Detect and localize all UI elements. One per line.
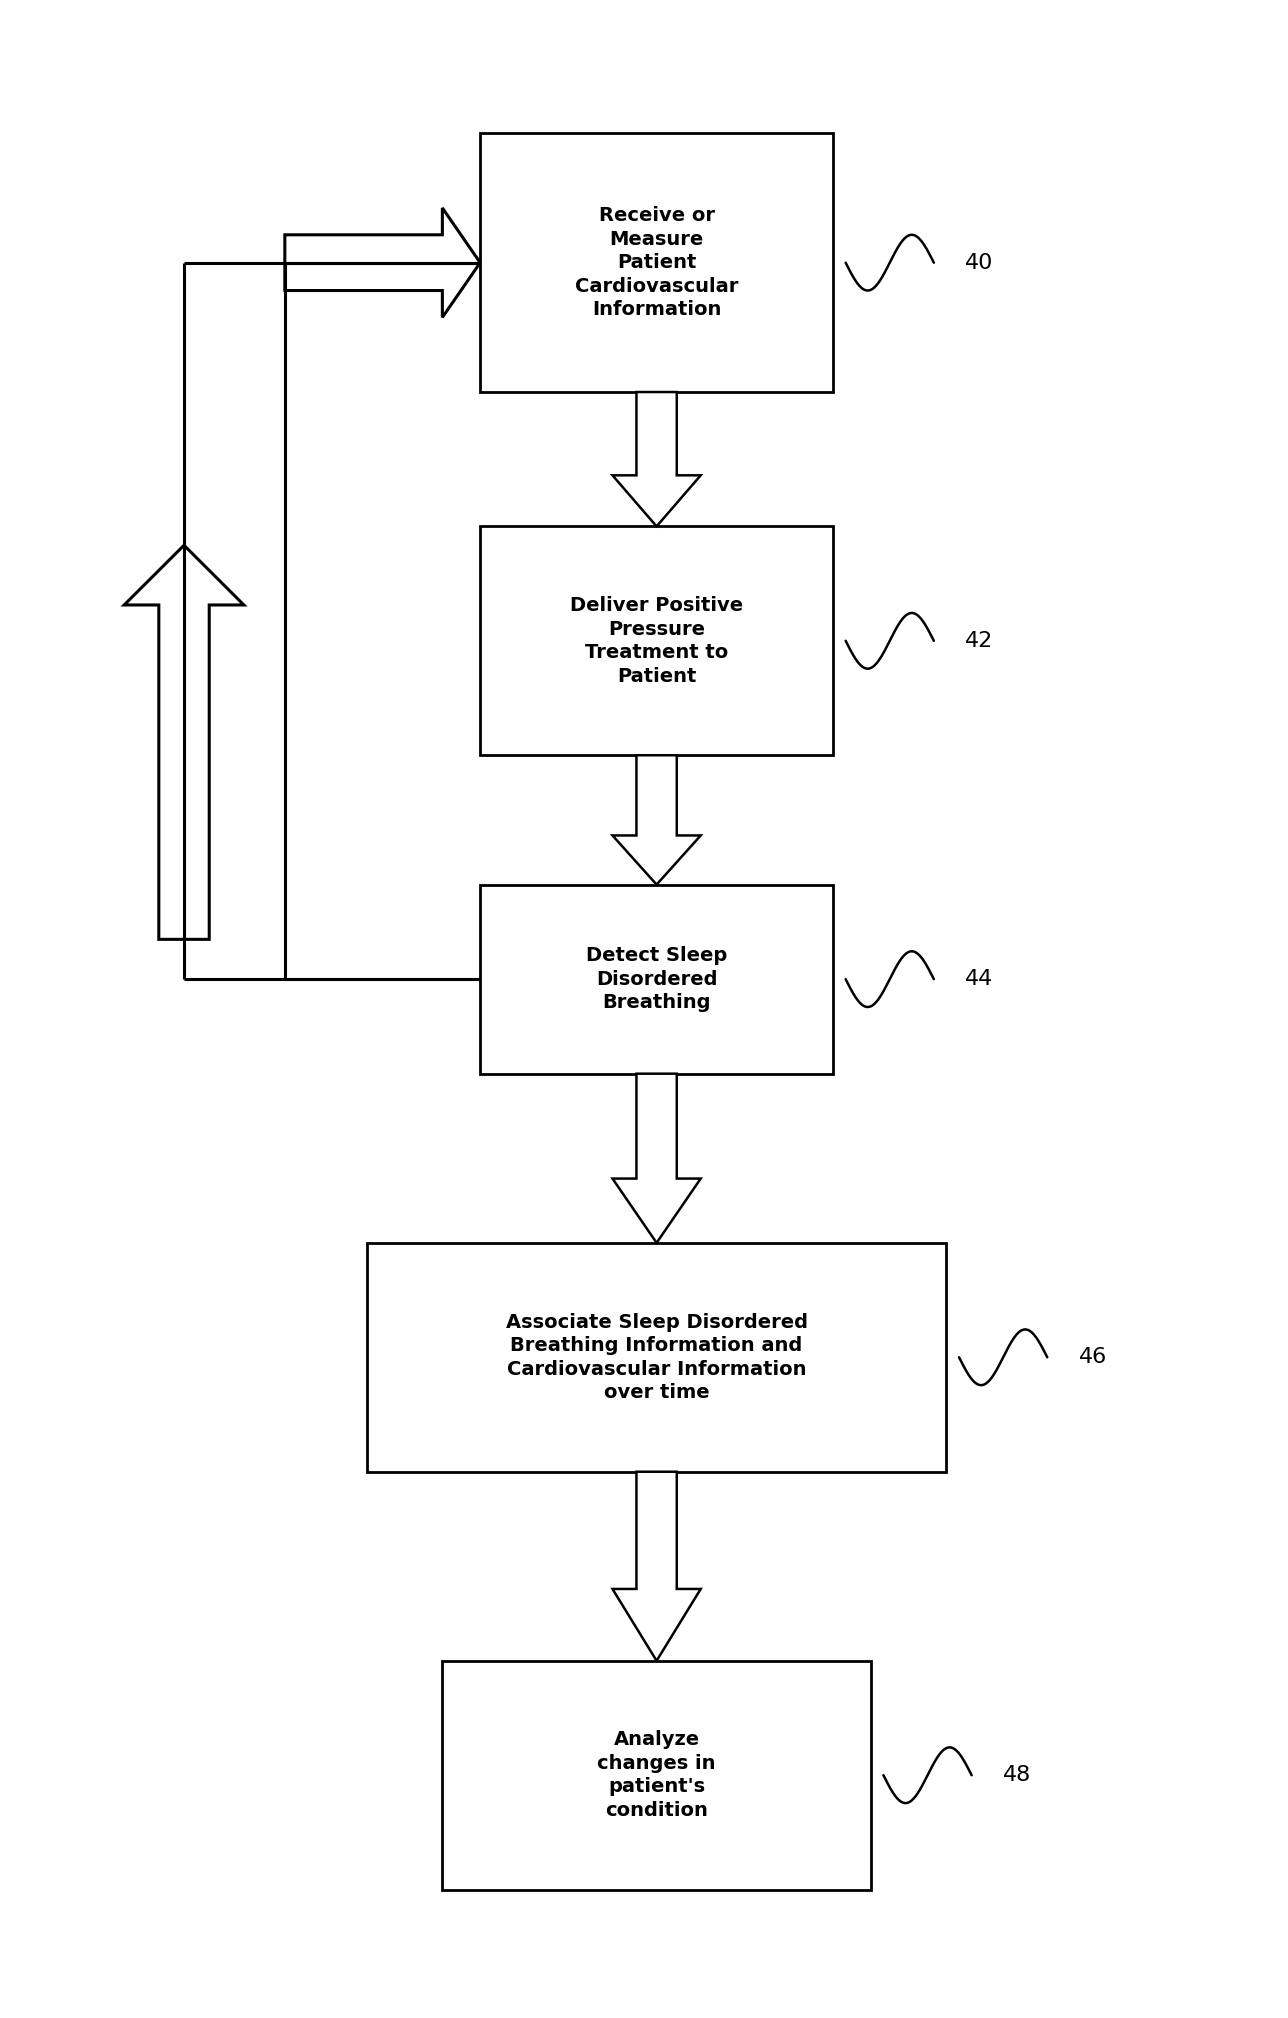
FancyBboxPatch shape <box>367 1243 947 1471</box>
Text: 46: 46 <box>1079 1348 1106 1368</box>
Polygon shape <box>613 755 701 884</box>
Text: 44: 44 <box>966 969 993 989</box>
Polygon shape <box>613 1074 701 1243</box>
Polygon shape <box>613 1471 701 1661</box>
FancyBboxPatch shape <box>480 527 833 755</box>
FancyBboxPatch shape <box>480 133 833 391</box>
Text: 48: 48 <box>1003 1766 1032 1786</box>
FancyBboxPatch shape <box>480 884 833 1074</box>
Text: Analyze
changes in
patient's
condition: Analyze changes in patient's condition <box>598 1731 716 1820</box>
Text: Receive or
Measure
Patient
Cardiovascular
Information: Receive or Measure Patient Cardiovascula… <box>574 206 738 319</box>
Text: 40: 40 <box>966 252 994 272</box>
Text: Deliver Positive
Pressure
Treatment to
Patient: Deliver Positive Pressure Treatment to P… <box>571 595 743 686</box>
Polygon shape <box>124 545 243 938</box>
Text: Detect Sleep
Disordered
Breathing: Detect Sleep Disordered Breathing <box>586 946 728 1013</box>
FancyBboxPatch shape <box>442 1661 871 1889</box>
Polygon shape <box>285 208 480 317</box>
Polygon shape <box>613 391 701 527</box>
Text: Associate Sleep Disordered
Breathing Information and
Cardiovascular Information
: Associate Sleep Disordered Breathing Inf… <box>506 1312 808 1403</box>
Text: 42: 42 <box>966 632 993 652</box>
